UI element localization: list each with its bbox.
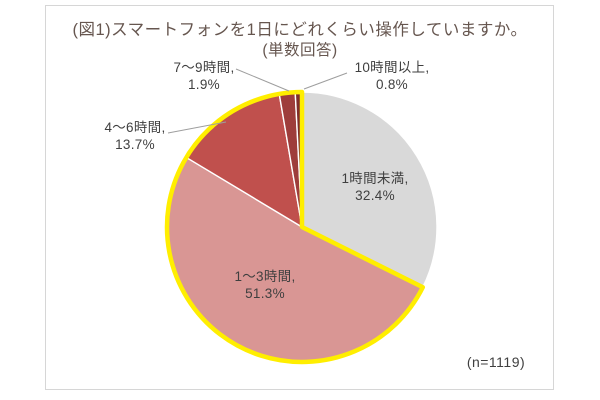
pie-slice-0 [301,91,438,288]
label-over-10h-value: 0.8% [376,77,408,92]
label-7-9h-name: 7〜9時間, [173,60,235,75]
label-under-1h-name: 1時間未満, [341,171,409,186]
sample-size-note: (n=1119) [466,354,526,370]
label-4-6h-value: 13.7% [115,137,155,152]
label-over-10h: 10時間以上, 0.8% [322,59,462,93]
label-1-3h-value: 51.3% [245,286,285,301]
label-over-10h-name: 10時間以上, [354,60,430,75]
label-1-3h-name: 1〜3時間, [234,269,296,284]
label-7-9h: 7〜9時間, 1.9% [134,59,274,93]
label-under-1h-value: 32.4% [355,188,395,203]
label-under-1h: 1時間未満, 32.4% [305,170,445,204]
label-1-3h: 1〜3時間, 51.3% [195,268,335,302]
label-7-9h-value: 1.9% [188,77,220,92]
highlight-outline [164,89,426,365]
leader-line-1 [235,68,290,92]
chart-title: (図1)スマートフォンを1日にどれくらい操作していますか。 [72,21,528,39]
leader-line-0 [167,121,227,134]
label-4-6h-name: 4〜6時間, [104,120,166,135]
label-4-6h: 4〜6時間, 13.7% [65,119,205,153]
leader-line-2 [303,72,348,90]
chart-subtitle: (単数回答) [262,42,338,59]
